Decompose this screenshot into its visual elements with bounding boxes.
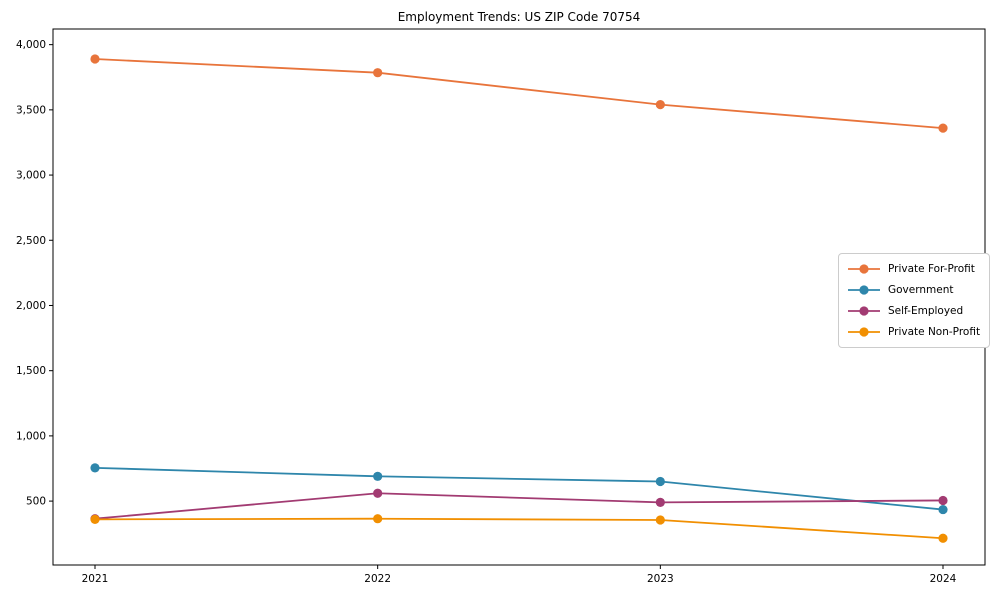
y-tick-label: 4,000 (16, 39, 46, 51)
legend-marker-icon (848, 264, 880, 274)
x-tick-label: 2022 (364, 573, 391, 585)
legend-item-private-non-profit: Private Non-Profit (847, 323, 980, 341)
data-point (90, 514, 100, 524)
x-axis: 2021 2022 2023 2024 (82, 565, 957, 585)
series-line (94, 517, 944, 540)
legend-label: Government (888, 284, 954, 296)
y-tick-label: 2,000 (16, 300, 46, 312)
data-point (655, 100, 665, 110)
data-point (90, 463, 100, 473)
chart-title: Employment Trends: US ZIP Code 70754 (397, 10, 641, 24)
data-point (655, 515, 665, 525)
legend-marker-icon (848, 327, 880, 337)
series-government (90, 463, 948, 515)
data-point (373, 488, 383, 498)
y-tick-label: 3,500 (16, 104, 46, 116)
legend-item-government: Government (847, 281, 980, 299)
data-point (90, 54, 100, 64)
data-point (373, 68, 383, 78)
legend: Private For-Profit Government Self-Employe… (838, 253, 991, 348)
y-tick-label: 3,000 (16, 170, 46, 182)
y-tick-label: 2,500 (16, 235, 46, 247)
data-point (938, 504, 948, 515)
data-point (938, 495, 948, 506)
x-tick-label: 2023 (647, 573, 674, 585)
series-line (94, 492, 944, 520)
series-self-employed (90, 488, 948, 524)
y-axis: 500 1,000 1,500 2,000 2,500 3,000 3,500 4,000 (16, 39, 53, 508)
legend-label: Private Non-Profit (888, 326, 981, 338)
y-tick-label: 500 (26, 496, 46, 508)
legend-marker-icon (848, 306, 880, 316)
legend-label: Self-Employed (888, 305, 964, 317)
legend-label: Private For-Profit (888, 263, 975, 275)
legend-item-private-for-profit: Private For-Profit (847, 260, 980, 278)
data-point (938, 533, 948, 543)
series-line (94, 58, 944, 130)
series-private-non-profit (90, 514, 948, 543)
data-point (655, 497, 665, 508)
data-point (373, 514, 383, 524)
legend-marker-icon (848, 285, 880, 295)
series-private-for-profit (90, 54, 948, 133)
series-line (94, 466, 944, 511)
data-point (655, 476, 665, 487)
legend-item-self-employed: Self-Employed (847, 302, 980, 320)
x-tick-label: 2024 (930, 573, 957, 585)
data-point (938, 123, 948, 133)
y-tick-label: 1,000 (16, 430, 46, 442)
x-tick-label: 2021 (82, 573, 109, 585)
data-point (373, 471, 383, 481)
y-tick-label: 1,500 (16, 365, 46, 377)
